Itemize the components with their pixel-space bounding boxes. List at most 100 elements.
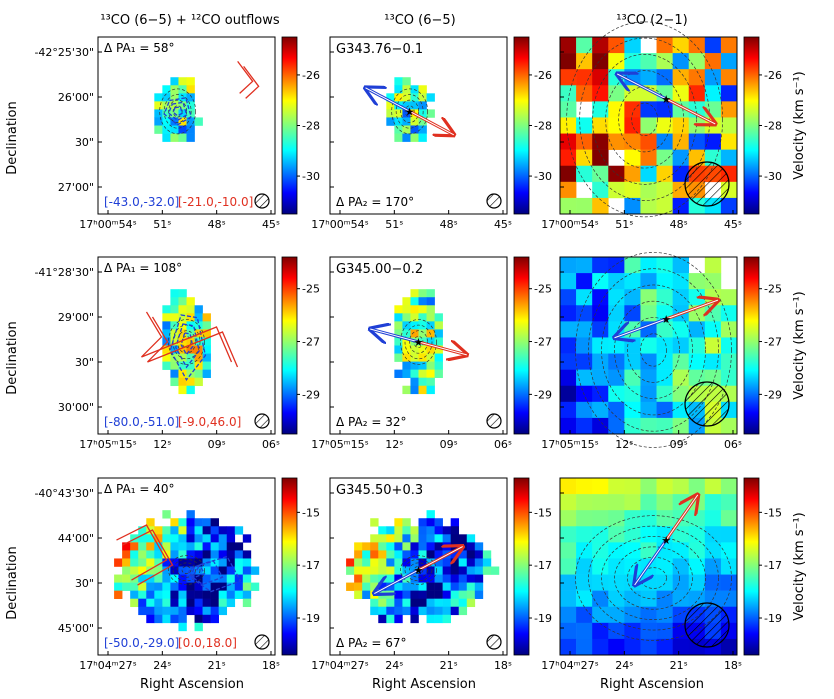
blue-contour bbox=[189, 560, 224, 586]
pixel bbox=[426, 361, 435, 370]
pixel bbox=[592, 257, 609, 274]
pixel bbox=[434, 337, 443, 346]
pixel bbox=[720, 53, 738, 70]
pixel bbox=[202, 566, 211, 575]
pixel bbox=[592, 197, 609, 215]
pixel bbox=[624, 590, 641, 608]
pixel bbox=[474, 590, 484, 599]
pixel bbox=[402, 337, 411, 346]
pixel bbox=[162, 598, 171, 608]
pixel bbox=[426, 590, 435, 599]
pixel bbox=[640, 69, 657, 86]
pixel bbox=[466, 590, 476, 599]
pixel bbox=[704, 257, 722, 274]
cbar-tick-label: -17 bbox=[534, 559, 552, 572]
pixel bbox=[154, 590, 163, 599]
pixel bbox=[410, 345, 419, 354]
pixel bbox=[162, 133, 171, 142]
pixel bbox=[218, 550, 228, 559]
pixel bbox=[170, 614, 179, 624]
cbar-tick-label: -25 bbox=[534, 283, 552, 296]
pixel bbox=[592, 590, 609, 608]
cbar-tick-label: -27 bbox=[534, 336, 552, 349]
pixel bbox=[640, 337, 657, 354]
pixel bbox=[370, 566, 379, 575]
pixel bbox=[130, 598, 139, 608]
pixel bbox=[434, 369, 443, 378]
pixel bbox=[154, 574, 163, 583]
pixel bbox=[608, 133, 625, 150]
pixel bbox=[234, 558, 244, 567]
pixel bbox=[418, 109, 427, 118]
pixel bbox=[418, 582, 427, 591]
pixel bbox=[130, 582, 139, 591]
pixel bbox=[450, 534, 460, 543]
pixel bbox=[442, 606, 451, 616]
pixel bbox=[576, 305, 593, 322]
pixel bbox=[186, 606, 195, 616]
pixel bbox=[354, 566, 363, 575]
pixel bbox=[402, 385, 411, 395]
pixel bbox=[186, 598, 195, 608]
pixel bbox=[394, 93, 403, 102]
cbar-tick-label: -30 bbox=[302, 170, 320, 183]
pixel bbox=[146, 606, 155, 616]
xtick-label: 12ˢ bbox=[385, 438, 403, 451]
pixel bbox=[178, 550, 187, 559]
contour bbox=[395, 94, 424, 129]
pixel bbox=[370, 518, 379, 527]
pixel bbox=[122, 574, 131, 583]
pixel bbox=[656, 197, 673, 215]
ytick-label: 44'00" bbox=[58, 532, 94, 545]
pixel bbox=[720, 526, 738, 543]
pixel bbox=[410, 313, 419, 322]
arrow-core bbox=[370, 328, 467, 356]
pixel bbox=[560, 321, 577, 338]
pixel bbox=[402, 582, 411, 591]
pixel bbox=[410, 526, 419, 535]
xtick-label: 18ˢ bbox=[724, 659, 742, 672]
pixel bbox=[138, 582, 147, 591]
pixel bbox=[386, 93, 395, 102]
pixel bbox=[592, 149, 609, 167]
col-title-2: ¹³CO (6−5) bbox=[384, 13, 455, 28]
pixel bbox=[608, 53, 625, 70]
pixel bbox=[410, 117, 419, 126]
pixel bbox=[210, 614, 219, 624]
pixel bbox=[394, 606, 403, 616]
pixel bbox=[560, 305, 577, 322]
blue-contour bbox=[167, 101, 188, 122]
pixel bbox=[656, 401, 673, 419]
pixel bbox=[178, 534, 187, 543]
pixel bbox=[418, 125, 427, 134]
contour bbox=[404, 324, 433, 360]
pixel bbox=[656, 606, 673, 624]
pixel bbox=[410, 534, 419, 543]
beam-ellipse bbox=[486, 193, 502, 209]
pixel bbox=[720, 558, 738, 575]
map-r1-c1 bbox=[154, 77, 203, 142]
pixel bbox=[186, 77, 195, 86]
map-r3-c1 bbox=[114, 510, 260, 632]
pixel bbox=[560, 385, 577, 403]
pixel bbox=[442, 582, 451, 591]
pixel bbox=[226, 582, 236, 591]
cbar-tick-label: -29 bbox=[534, 388, 552, 401]
contour bbox=[172, 105, 183, 118]
pixel bbox=[624, 273, 641, 290]
cbar-tick-label: -28 bbox=[302, 120, 320, 133]
xtick-label: 18ˢ bbox=[494, 659, 512, 672]
pixel bbox=[458, 582, 468, 591]
pixel bbox=[186, 590, 195, 599]
pixel bbox=[688, 149, 706, 167]
pixel bbox=[194, 305, 203, 314]
contour bbox=[575, 252, 732, 448]
contours-r2-c3 bbox=[575, 252, 732, 448]
pixel bbox=[402, 369, 411, 378]
pixel bbox=[672, 273, 690, 290]
pixel bbox=[394, 590, 403, 599]
pixel bbox=[608, 385, 625, 403]
pixel bbox=[178, 77, 187, 86]
pixel bbox=[418, 606, 427, 616]
ytick-label: 30'00" bbox=[58, 401, 94, 414]
